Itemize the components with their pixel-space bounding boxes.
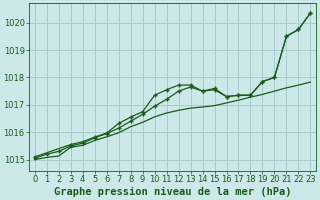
- X-axis label: Graphe pression niveau de la mer (hPa): Graphe pression niveau de la mer (hPa): [54, 186, 291, 197]
